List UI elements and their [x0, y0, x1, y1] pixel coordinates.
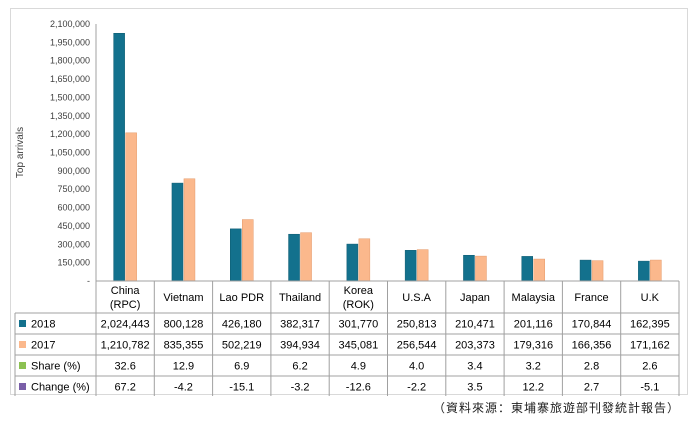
- category-label: France: [574, 292, 608, 304]
- bar-chart: - 150,000 300,000 450,000 600,000 750,000 900,…: [14, 19, 680, 396]
- category-label: Korea: [344, 285, 374, 297]
- bar-2017-2: [242, 219, 254, 282]
- legend-swatch-2017: [19, 341, 26, 348]
- bar-2018-2: [230, 228, 242, 282]
- y-tick-label: 600,000: [57, 203, 90, 213]
- table-cell-share: 6.9: [234, 361, 249, 373]
- table-cell-2017: 256,544: [397, 340, 437, 352]
- table-cell-2018: 170,844: [572, 319, 612, 331]
- category-label: China: [111, 285, 141, 297]
- table-cell-2017: 835,355: [164, 340, 204, 352]
- table-cell-share: 3.2: [526, 361, 541, 373]
- y-tick-label: 1,650,000: [50, 74, 90, 84]
- category-label: Malaysia: [512, 292, 556, 304]
- y-tick-label: 1,800,000: [50, 56, 90, 66]
- bar-2018-5: [404, 250, 417, 282]
- y-tick-label: 1,200,000: [50, 129, 90, 139]
- table-cell-2017: 203,373: [455, 340, 495, 352]
- table-cell-change: 2.7: [584, 382, 599, 394]
- legend-swatch-share: [19, 362, 26, 369]
- table-cell-change: -5.1: [640, 382, 659, 394]
- bar-2018-6: [463, 254, 475, 282]
- table-cell-share: 32.6: [114, 361, 135, 373]
- table-cell-2017: 171,162: [630, 340, 670, 352]
- table-cell-2017: 345,081: [338, 340, 378, 352]
- category-label: U.K: [641, 292, 660, 304]
- table-cell-2017: 502,219: [222, 340, 262, 352]
- table-cell-2018: 201,116: [514, 319, 553, 331]
- bar-2018-8: [579, 259, 592, 282]
- table-cell-2018: 2,024,443: [101, 319, 150, 331]
- bar-2018-4: [346, 243, 359, 282]
- legend-label-2018: 2018: [31, 319, 55, 331]
- table-cell-change: 12.2: [523, 382, 544, 394]
- table-cell-change: 67.2: [114, 382, 135, 394]
- bar-2017-8: [591, 260, 604, 282]
- table-cell-2018: 162,395: [630, 319, 670, 331]
- category-label: Lao PDR: [219, 292, 264, 304]
- bar-2017-5: [416, 249, 429, 282]
- table-cell-share: 12.9: [173, 361, 194, 373]
- y-tick-label: 900,000: [57, 166, 90, 176]
- bar-2017-3: [300, 232, 312, 282]
- y-tick-label: 300,000: [57, 239, 90, 249]
- category-label: (ROK): [343, 299, 374, 311]
- y-tick-label: 750,000: [57, 184, 90, 194]
- bar-2017-4: [358, 238, 371, 282]
- category-label: U.S.A: [402, 292, 431, 304]
- y-tick-label: 150,000: [57, 258, 90, 268]
- y-tick-label: 1,350,000: [50, 111, 90, 121]
- category-label: Japan: [460, 292, 490, 304]
- category-label: Thailand: [279, 292, 321, 304]
- category-label: (RPC): [110, 299, 141, 311]
- bar-2018-0: [113, 32, 125, 282]
- table-cell-share: 4.9: [351, 361, 366, 373]
- legend-label-share: Share (%): [31, 361, 81, 373]
- bar-2017-0: [125, 132, 137, 282]
- bar-2018-1: [171, 182, 184, 282]
- table-cell-share: 6.2: [292, 361, 307, 373]
- legend-swatch-2018: [19, 320, 26, 327]
- table-cell-share: 3.4: [467, 361, 482, 373]
- table-cell-share: 4.0: [409, 361, 424, 373]
- bar-2017-1: [183, 178, 196, 282]
- table-cell-2017: 394,934: [280, 340, 320, 352]
- category-label: Vietnam: [163, 292, 203, 304]
- y-axis-label: Top arrivals: [15, 127, 26, 178]
- table-cell-change: -12.6: [346, 382, 371, 394]
- table-cell-2017: 179,316: [513, 340, 553, 352]
- table-cell-change: 3.5: [467, 382, 482, 394]
- table-cell-change: -2.2: [407, 382, 426, 394]
- y-tick-label: 1,950,000: [50, 37, 90, 47]
- y-tick-label: 450,000: [57, 221, 90, 231]
- legend-label-2017: 2017: [31, 340, 55, 352]
- source-note: （資料來源：東埔寨旅遊部刊發統計報告）: [432, 401, 680, 415]
- table-cell-2017: 166,356: [572, 340, 612, 352]
- table-cell-2018: 250,813: [397, 319, 437, 331]
- bar-2018-3: [288, 233, 300, 282]
- table-cell-2017: 1,210,782: [101, 340, 150, 352]
- legend-swatch-change: [19, 383, 26, 390]
- table-cell-2018: 301,770: [338, 319, 378, 331]
- bar-2018-9: [638, 260, 650, 282]
- y-tick-label: 1,500,000: [50, 92, 90, 102]
- table-cell-change: -3.2: [291, 382, 310, 394]
- table-cell-change: -4.2: [174, 382, 193, 394]
- table-cell-2018: 426,180: [222, 319, 262, 331]
- table-cell-change: -15.1: [229, 382, 254, 394]
- table-cell-2018: 800,128: [164, 319, 204, 331]
- y-tick-label: -: [87, 276, 90, 286]
- table-cell-2018: 210,471: [455, 319, 495, 331]
- chart-frame: - 150,000 300,000 450,000 600,000 750,000 900,…: [10, 8, 688, 396]
- legend-label-change: Change (%): [31, 382, 90, 394]
- bar-2017-7: [533, 258, 545, 282]
- table-cell-2018: 382,317: [280, 319, 320, 331]
- y-tick-label: 2,100,000: [50, 19, 90, 29]
- bar-2017-9: [650, 259, 662, 282]
- bar-2017-6: [475, 255, 487, 282]
- table-cell-share: 2.6: [642, 361, 657, 373]
- table-cell-share: 2.8: [584, 361, 599, 373]
- bar-2018-7: [521, 256, 533, 282]
- y-tick-label: 1,050,000: [50, 148, 90, 158]
